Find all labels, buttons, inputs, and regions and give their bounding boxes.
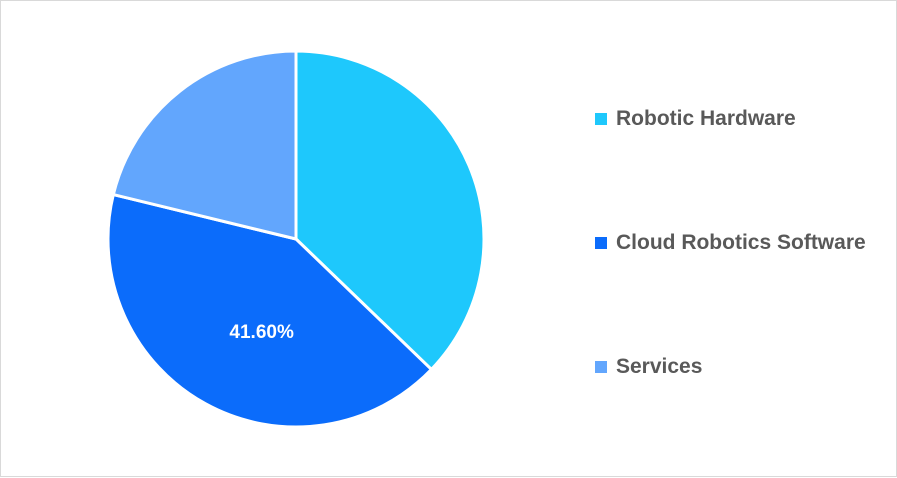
legend-label-services: Services [616, 355, 703, 378]
legend-label-robotic-hardware: Robotic Hardware [616, 107, 796, 130]
legend-swatch-services [595, 361, 607, 373]
legend-label-cloud-robotics-software: Cloud Robotics Software [616, 231, 866, 254]
legend-item-robotic-hardware: Robotic Hardware [595, 101, 796, 137]
pie-slice-services [111, 49, 298, 241]
legend-item-services: Services [595, 349, 702, 385]
pie-slice-robotic-hardware [294, 49, 486, 371]
legend-swatch-robotic-hardware [595, 113, 607, 125]
legend-swatch-cloud-robotics-software [595, 237, 607, 249]
legend-item-cloud-robotics-software: Cloud Robotics Software [595, 225, 866, 261]
data-label-cloud-robotics-software: 41.60% [229, 322, 294, 343]
pie-slice-cloud-robotics-software [106, 193, 433, 429]
